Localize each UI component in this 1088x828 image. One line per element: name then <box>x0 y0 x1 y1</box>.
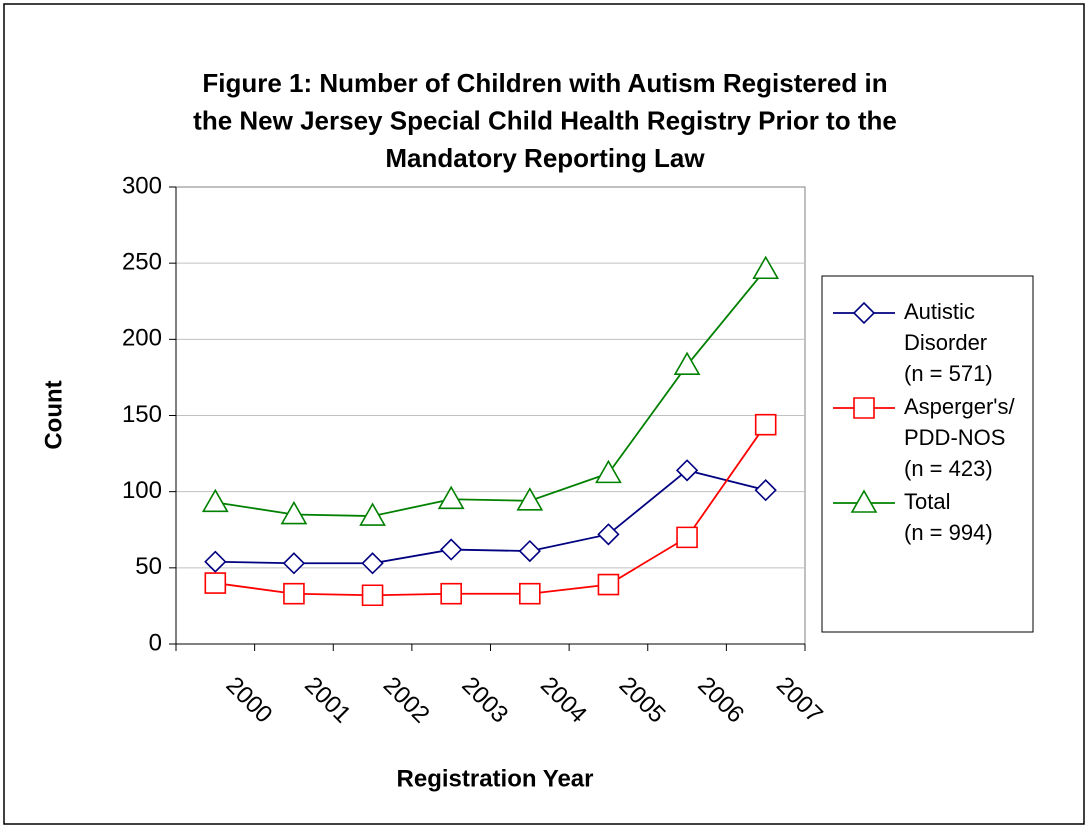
marker <box>204 550 227 573</box>
marker <box>597 573 620 596</box>
marker <box>518 539 541 563</box>
legend-box <box>821 275 1034 633</box>
series-line <box>215 424 767 597</box>
marker <box>519 582 541 605</box>
marker <box>752 255 780 280</box>
marker <box>201 488 229 513</box>
y-axis-title: Count <box>40 380 67 449</box>
marker <box>361 552 384 575</box>
marker <box>283 582 305 605</box>
marker <box>204 572 227 594</box>
marker <box>675 459 699 482</box>
y-tick-label: 200 <box>122 325 162 352</box>
y-tick-label: 100 <box>122 477 162 504</box>
chart-title: Figure 1: Number of Children with Autism… <box>193 68 897 173</box>
marker <box>280 500 308 525</box>
marker <box>282 552 306 575</box>
marker <box>852 301 876 325</box>
marker <box>673 351 701 376</box>
series-line <box>215 268 767 517</box>
legend-label: Autistic Disorder (n = 571) <box>904 299 993 386</box>
marker <box>853 397 875 419</box>
y-tick-label: 50 <box>135 553 162 580</box>
x-axis-title: Registration Year <box>397 765 594 792</box>
marker <box>676 526 698 549</box>
y-tick-label: 250 <box>122 249 162 276</box>
marker <box>437 485 465 510</box>
y-tick-label: 300 <box>122 172 162 199</box>
series-line <box>215 469 766 565</box>
marker <box>361 584 384 607</box>
marker <box>850 489 878 513</box>
marker <box>516 487 544 511</box>
marker <box>754 479 777 502</box>
marker <box>440 538 463 561</box>
marker <box>754 413 777 436</box>
marker <box>359 502 386 526</box>
marker <box>597 523 620 546</box>
y-tick-label: 0 <box>149 629 162 656</box>
legend-label: Asperger's/PDD-NOS (n = 423) <box>904 394 1015 481</box>
marker <box>440 582 462 605</box>
legend-label: Total (n = 994) <box>904 489 993 545</box>
y-tick-label: 150 <box>122 401 162 428</box>
marker <box>595 459 622 484</box>
